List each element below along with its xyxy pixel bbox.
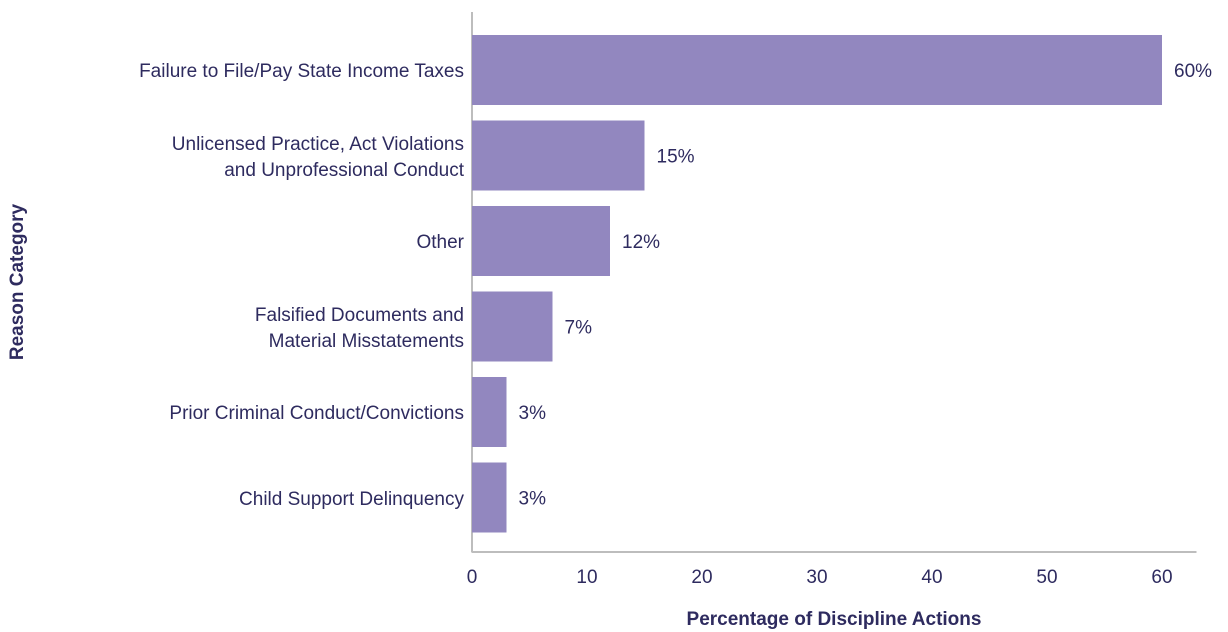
x-tick-label: 30 (806, 567, 827, 588)
bar (472, 120, 645, 191)
bar (472, 291, 553, 362)
value-label: 12% (622, 232, 660, 253)
y-tick-label: Prior Criminal Conduct/Convictions (169, 403, 464, 424)
y-tick-label: Falsified Documents and Material Misstat… (254, 304, 464, 352)
x-tick-label: 10 (576, 567, 597, 588)
y-tick-label: Other (416, 232, 464, 253)
y-tick-label: Child Support Delinquency (239, 488, 464, 510)
bar (472, 377, 507, 447)
y-axis-title: Reason Category (7, 203, 28, 360)
y-tick-label: Failure to File/Pay State Income Taxes (139, 61, 464, 82)
x-tick-label: 40 (921, 567, 942, 588)
x-tick-label: 0 (467, 567, 478, 588)
x-tick-label: 50 (1036, 567, 1057, 588)
bar (472, 35, 1162, 105)
x-axis-title: Percentage of Discipline Actions (687, 609, 982, 630)
value-label: 3% (519, 403, 547, 424)
value-label: 3% (519, 489, 547, 510)
bar (472, 462, 507, 533)
x-tick-label: 20 (691, 567, 712, 588)
y-tick-label: Unlicensed Practice, Act Violations and … (171, 133, 464, 181)
bar (472, 206, 610, 276)
value-label: 60% (1174, 61, 1212, 82)
x-tick-label: 60 (1151, 567, 1172, 588)
value-label: 7% (565, 318, 593, 339)
value-label: 15% (657, 147, 695, 168)
